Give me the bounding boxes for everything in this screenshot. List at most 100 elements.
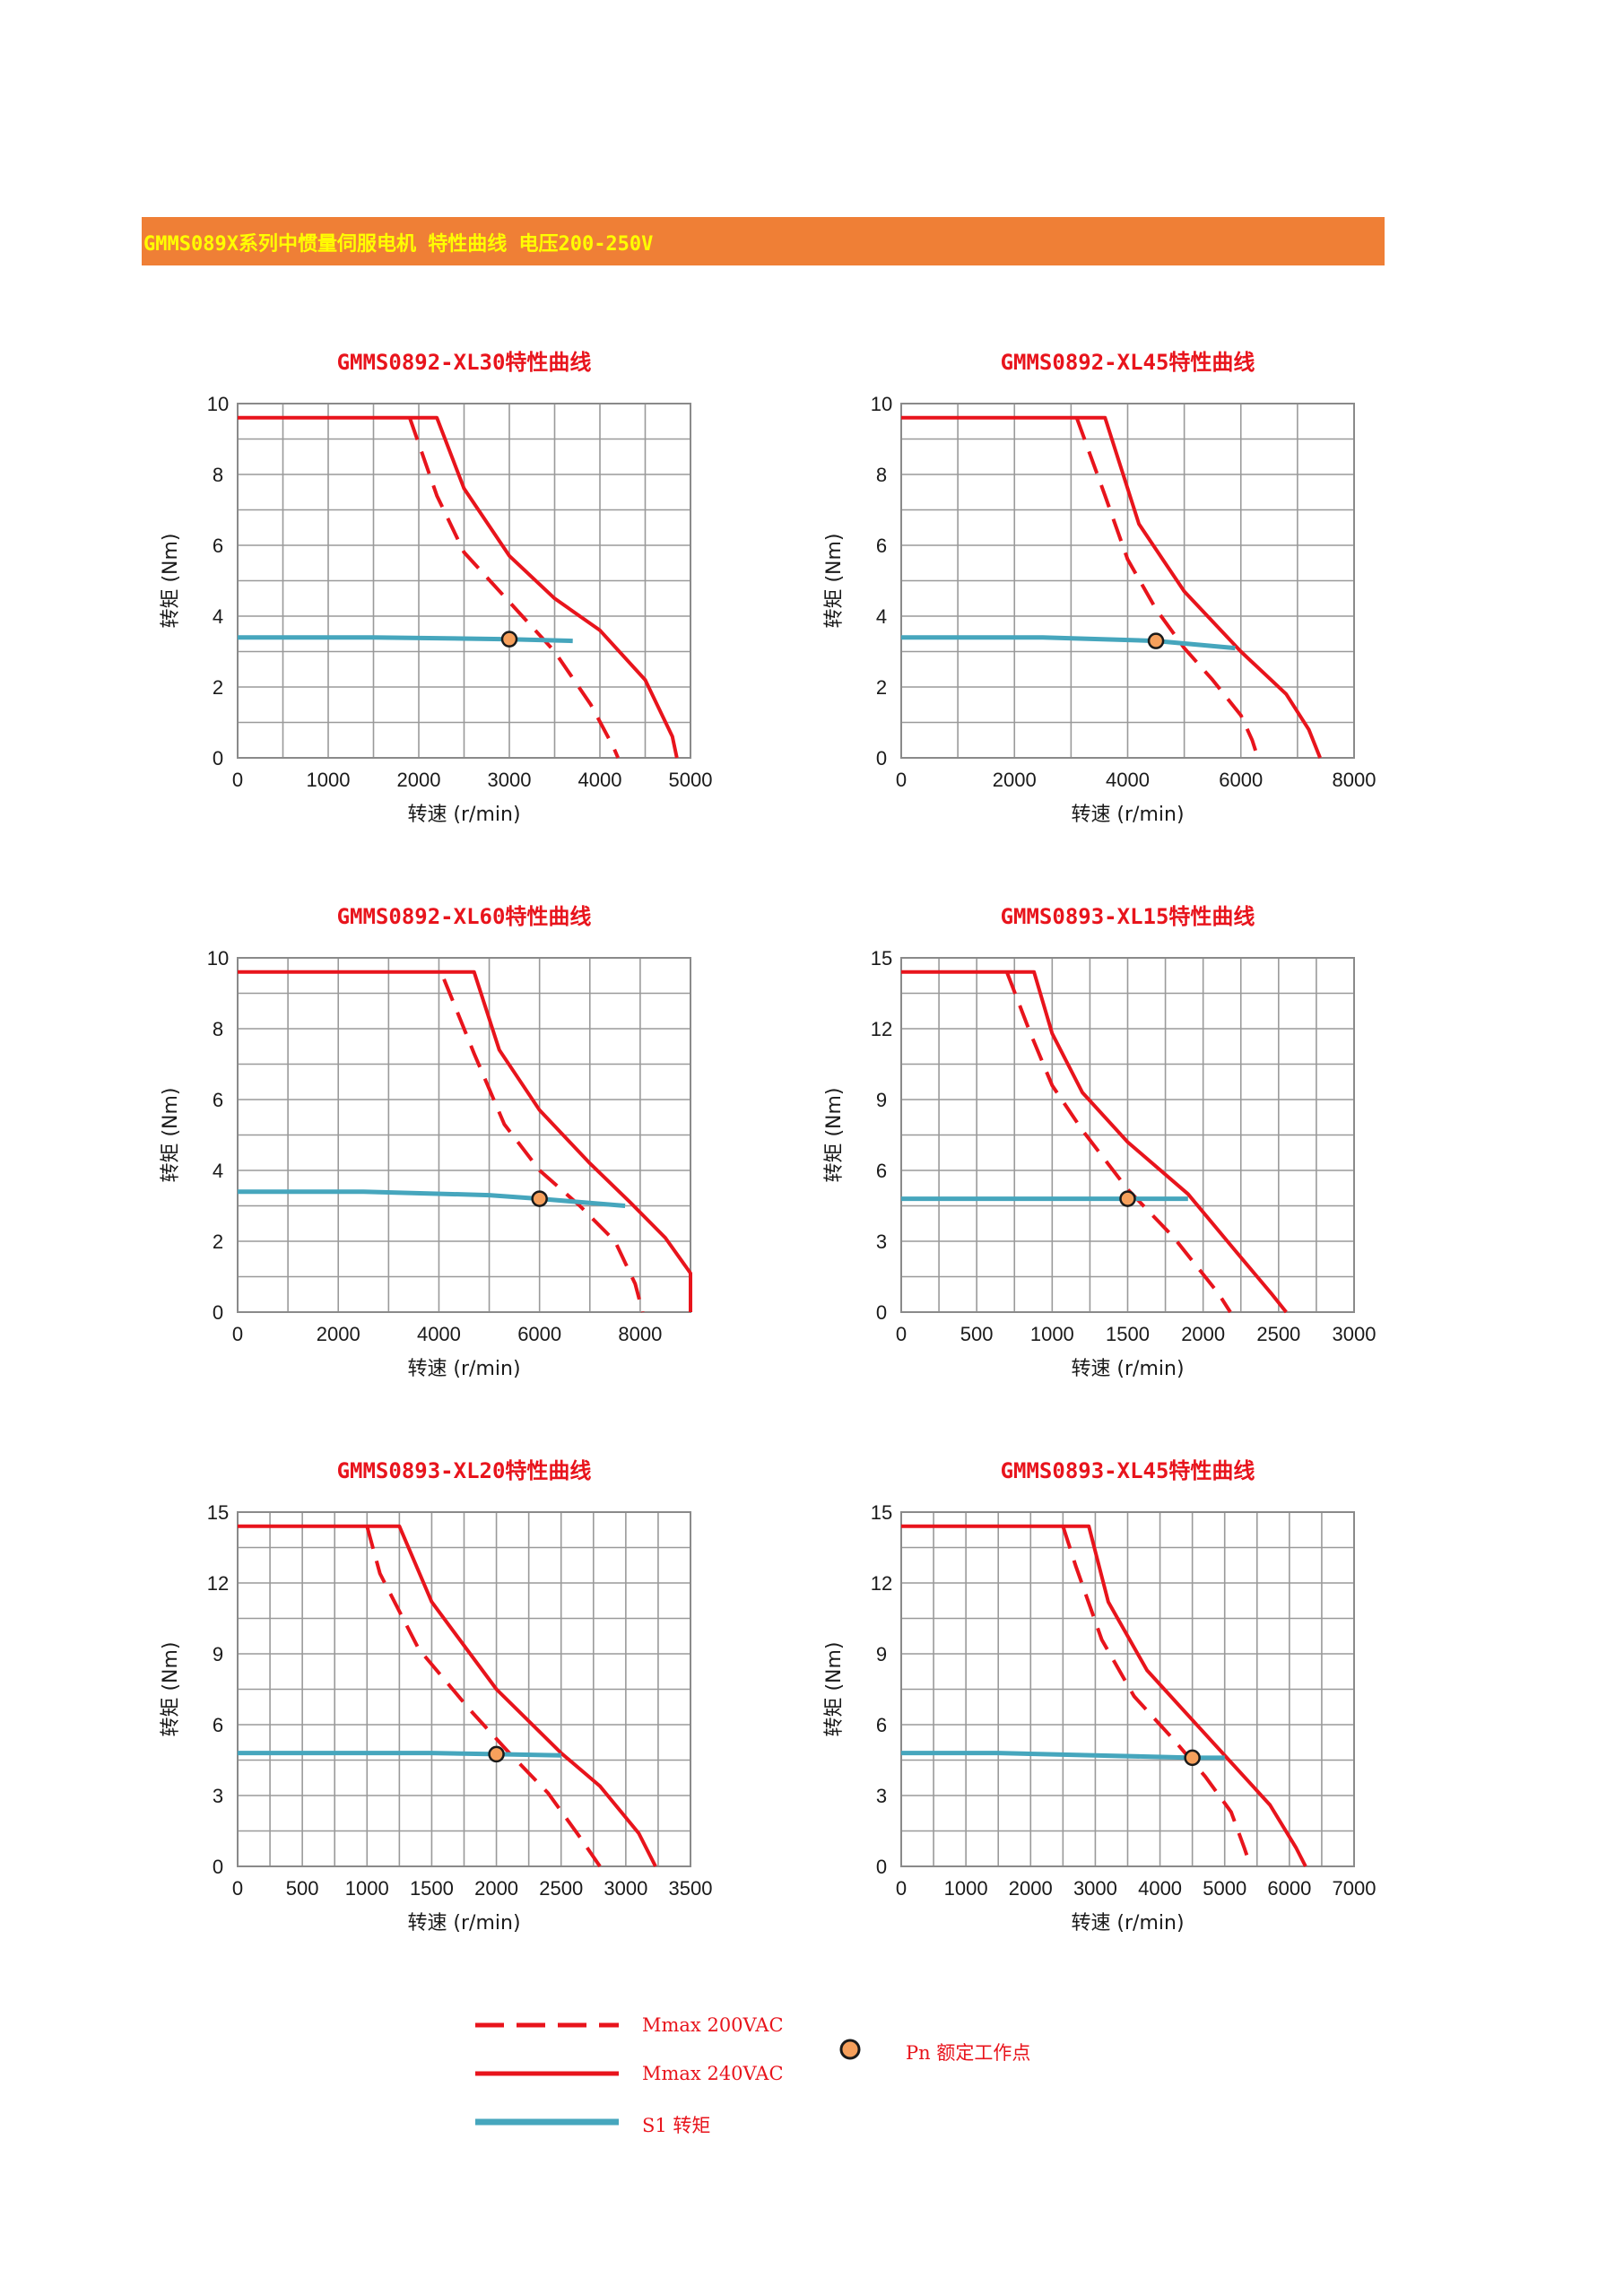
legend: Mmax 200VAC Mmax 240VAC S1 转矩 Pn 额定工作点 — [466, 2009, 1184, 2144]
series-s1-torque — [901, 1751, 1225, 1761]
y-tick-label: 3 — [876, 1230, 887, 1253]
x-tick-label: 4000 — [417, 1323, 461, 1345]
x-tick-label: 0 — [232, 1877, 243, 1900]
x-tick-label: 5000 — [669, 769, 713, 791]
x-axis-label: 转速 (r/min) — [407, 1358, 520, 1380]
legend-symbols — [475, 2022, 861, 2126]
series-mmax-200vac — [1074, 417, 1260, 759]
y-tick-label: 8 — [213, 464, 223, 486]
plot-border — [900, 403, 1355, 759]
x-tick-label: 1000 — [345, 1877, 389, 1900]
x-tick-label: 0 — [232, 769, 243, 791]
plot-border — [237, 1511, 691, 1867]
x-axis-label: 转速 (r/min) — [1071, 1912, 1184, 1935]
x-tick-label: 0 — [896, 1323, 907, 1345]
series-mmax-240vac — [901, 415, 1322, 759]
legend-s1-label: S1 转矩 — [642, 2115, 711, 2136]
x-tick-label: 1500 — [1106, 1323, 1150, 1345]
y-tick-label: 9 — [876, 1643, 887, 1665]
x-tick-label: 8000 — [1333, 769, 1376, 791]
y-tick-label: 2 — [876, 676, 887, 699]
x-tick-label: 3000 — [604, 1877, 647, 1900]
series-mmax-200vac — [365, 1526, 602, 1868]
x-tick-label: 1500 — [410, 1877, 454, 1900]
plot-border — [237, 403, 691, 759]
x-axis-label: 转速 (r/min) — [1071, 804, 1184, 826]
y-tick-label: 12 — [871, 1018, 892, 1040]
x-tick-label: 4000 — [1138, 1877, 1182, 1900]
x-tick-label: 3000 — [1333, 1323, 1376, 1345]
x-tick-label: 2500 — [539, 1877, 583, 1900]
legend-mmax240-label: Mmax 240VAC — [642, 2063, 784, 2084]
y-tick-label: 0 — [213, 1301, 223, 1324]
pn-rated-point — [488, 1745, 505, 1763]
chart-plot: 0 1000 2000 3000 4000 5000 6000 7000 0 3 6 9 12 15 转速 … — [823, 1501, 1376, 1935]
x-tick-label: 6000 — [517, 1323, 561, 1345]
chart-title: GMMS0892-XL45特性曲线 — [1000, 350, 1255, 375]
y-axis-label: 转矩 (Nm) — [160, 1641, 182, 1736]
y-axis-label: 转矩 (Nm) — [160, 533, 182, 628]
chart-0893-xl20: GMMS0893-XL20特性曲线 0 500 1000 1500 2000 2500 30… — [143, 1448, 735, 1968]
x-tick-label: 4000 — [1106, 769, 1150, 791]
x-tick-label: 3500 — [669, 1877, 713, 1900]
y-tick-label: 9 — [876, 1089, 887, 1111]
plot-border — [237, 957, 691, 1313]
y-tick-label: 10 — [207, 393, 229, 415]
series-s1-torque — [238, 1751, 561, 1758]
series-mmax-240vac — [238, 970, 692, 1312]
legend-pn-label: Pn 额定工作点 — [906, 2042, 1031, 2064]
y-tick-label: 3 — [876, 1785, 887, 1807]
series-mmax-240vac — [901, 970, 1288, 1314]
chart-0893-xl45: GMMS0893-XL45特性曲线 0 1000 2000 3000 4000 5000 6… — [807, 1448, 1399, 1968]
y-tick-label: 6 — [213, 1089, 223, 1111]
x-tick-label: 3000 — [488, 769, 532, 791]
legend-pn-point-symbol — [839, 2039, 861, 2060]
x-tick-label: 1000 — [1030, 1323, 1074, 1345]
series-mmax-240vac — [238, 415, 679, 759]
x-tick-label: 2000 — [993, 769, 1037, 791]
x-tick-label: 4000 — [578, 769, 622, 791]
x-tick-label: 0 — [232, 1323, 243, 1345]
series-mmax-200vac — [408, 417, 621, 759]
y-tick-label: 15 — [871, 1501, 892, 1524]
chart-xl45: GMMS0892-XL45特性曲线 0 2000 4000 6000 8000 0 2 4 6 8… — [807, 339, 1399, 859]
x-tick-label: 1000 — [307, 769, 351, 791]
series-s1-torque — [901, 635, 1236, 651]
y-tick-label: 12 — [207, 1572, 229, 1595]
chart-plot: 0 500 1000 1500 2000 2500 3000 0 3 6 9 12 15 转速 (r/mi… — [823, 947, 1376, 1380]
y-tick-label: 2 — [213, 676, 223, 699]
chart-plot: 0 2000 4000 6000 8000 0 2 4 6 8 10 转速 (r/min) 转矩 (Nm… — [160, 947, 692, 1380]
series-mmax-200vac — [1061, 1526, 1253, 1867]
pn-rated-point — [1184, 1749, 1201, 1767]
x-tick-label: 2000 — [317, 1323, 360, 1345]
y-tick-label: 8 — [876, 464, 887, 486]
x-tick-label: 3000 — [1073, 1877, 1117, 1900]
y-tick-label: 0 — [876, 1856, 887, 1878]
y-tick-label: 6 — [876, 1160, 887, 1182]
x-tick-label: 2000 — [1181, 1323, 1225, 1345]
header-banner: GMMS089X系列中惯量伺服电机 特性曲线 电压200-250V — [142, 217, 1385, 265]
pn-rated-point — [1147, 632, 1165, 649]
chart-title: GMMS0893-XL20特性曲线 — [336, 1458, 592, 1483]
y-axis-label: 转矩 (Nm) — [160, 1087, 182, 1182]
chart-0893-xl15: GMMS0893-XL15特性曲线 0 500 1000 1500 2000 2500 30… — [807, 893, 1399, 1413]
x-tick-label: 2000 — [474, 1877, 518, 1900]
series-mmax-240vac — [901, 1524, 1307, 1867]
page-title: GMMS089X系列中惯量伺服电机 特性曲线 电压200-250V — [143, 233, 654, 256]
pn-rated-point — [1119, 1190, 1136, 1207]
y-tick-label: 4 — [213, 1160, 223, 1182]
chart-title: GMMS0893-XL15特性曲线 — [1000, 904, 1255, 929]
series-s1-torque — [238, 1189, 626, 1208]
series-mmax-200vac — [1004, 971, 1232, 1314]
y-tick-label: 0 — [876, 747, 887, 770]
x-tick-label: 8000 — [618, 1323, 662, 1345]
x-tick-label: 1000 — [944, 1877, 988, 1900]
y-tick-label: 10 — [871, 393, 892, 415]
y-axis-label: 转矩 (Nm) — [823, 1641, 846, 1736]
y-tick-label: 0 — [213, 747, 223, 770]
y-tick-label: 6 — [213, 535, 223, 557]
x-tick-label: 5000 — [1203, 1877, 1246, 1900]
chart-title: GMMS0893-XL45特性曲线 — [1000, 1458, 1255, 1483]
chart-plot: 0 1000 2000 3000 4000 5000 0 2 4 6 8 10 转速 (r/min) 转矩… — [160, 393, 713, 826]
y-tick-label: 12 — [871, 1572, 892, 1595]
